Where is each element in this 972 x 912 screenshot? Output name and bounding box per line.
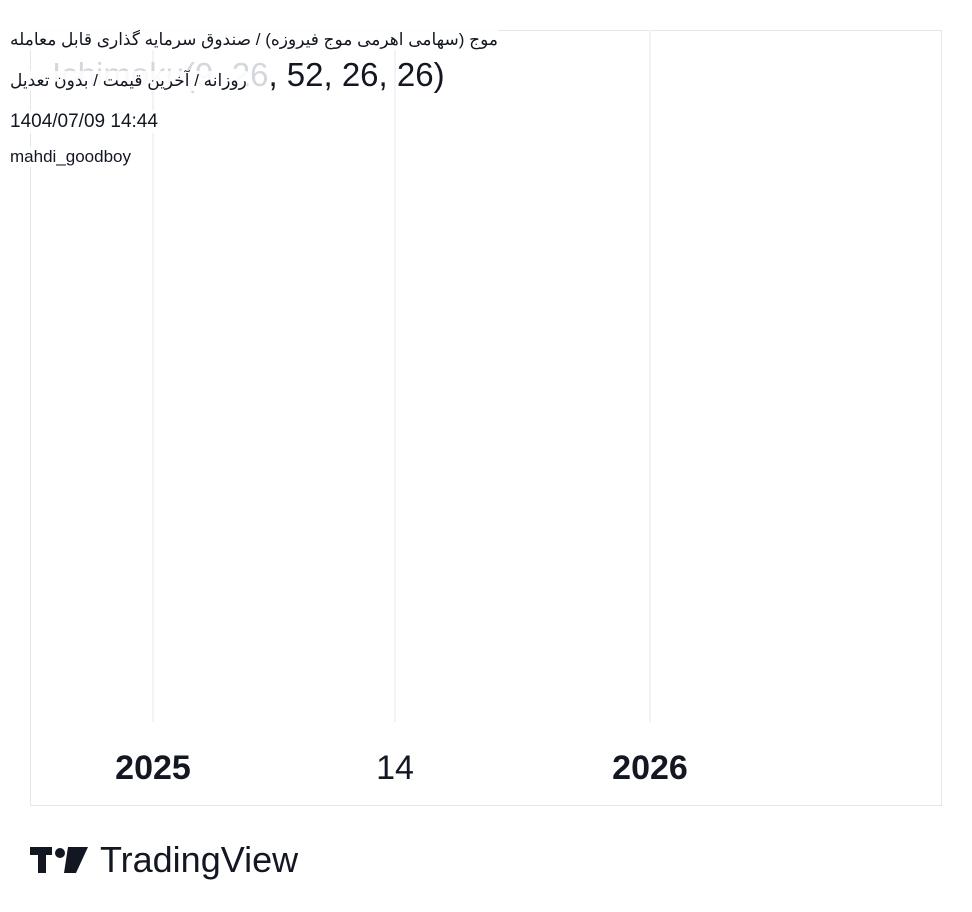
author-name: mahdi_goodboy [10,147,131,167]
x-tick-label: 14 [376,749,414,787]
axis-layer: 140,00080,00050,00030,00018,00012,0008,0… [115,749,688,787]
grid [152,30,651,722]
symbol-title: موج (سهامی اهرمی موج فیروزه) / صندوق سرم… [10,30,498,50]
snapshot-datetime: 1404/07/09 14:44 [10,111,158,133]
tradingview-logo-icon [30,847,88,873]
chart-subtitle: روزانه / آخرین قیمت / بدون تعدیل [10,71,247,91]
indicator-params: , 52, 26, 26) [268,56,445,93]
x-tick-label: 2026 [612,749,688,787]
tradingview-watermark[interactable]: TradingView [30,838,298,882]
tradingview-logo-text: TradingView [100,839,299,880]
x-tick-label: 2025 [115,749,191,787]
